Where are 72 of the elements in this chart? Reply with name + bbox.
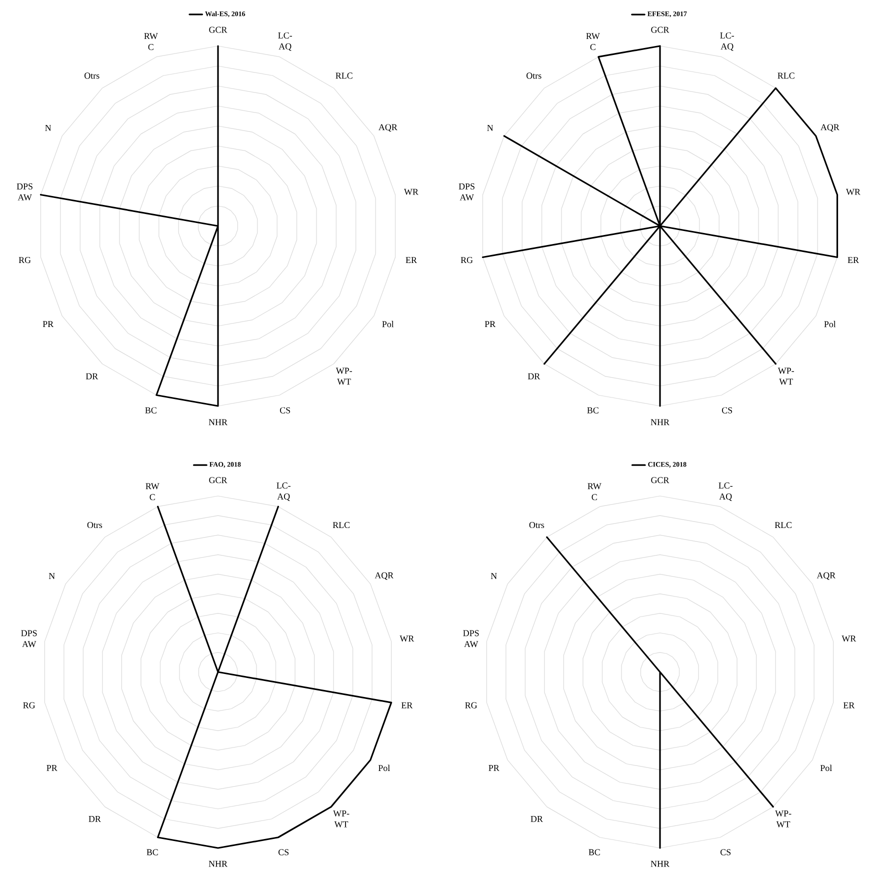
spoke-label: DPS AW: [458, 183, 474, 200]
spoke-label: RW C: [588, 483, 602, 500]
spoke-label: DR: [86, 373, 98, 380]
spoke-label: AQR: [816, 572, 836, 580]
spoke-label: RW C: [144, 33, 158, 50]
spoke-label: Otrs: [526, 72, 542, 79]
spoke-label: GCR: [651, 26, 670, 33]
spoke-label: ER: [401, 702, 413, 708]
spoke-label: RLC: [336, 72, 352, 79]
spoke-label: CS: [720, 849, 731, 856]
spoke-label: ER: [848, 257, 859, 263]
spoke-label: N: [487, 124, 494, 131]
spoke-label: LC-AQ: [276, 482, 291, 501]
spoke-label: Pol: [824, 320, 836, 328]
spoke-label: GCR: [209, 26, 228, 33]
spoke-label: Pol: [820, 764, 832, 772]
spoke-label: BC: [145, 407, 156, 414]
spoke-label: RG: [465, 702, 478, 708]
spoke-label: DPS AW: [463, 630, 479, 648]
spoke-label: DPS AW: [21, 630, 37, 648]
spoke-label: ER: [843, 702, 855, 708]
spoke-label: DR: [88, 816, 101, 822]
spoke-label: WP-WT: [775, 810, 792, 828]
spoke-label: AQR: [820, 124, 840, 132]
spoke-label: GCR: [209, 477, 228, 484]
spoke-label: RW C: [586, 33, 600, 50]
spoke-label: NHR: [650, 419, 670, 426]
spoke-label: N: [48, 573, 55, 580]
spoke-label: WR: [400, 636, 414, 642]
spoke-label: WR: [842, 636, 856, 642]
spoke-label: RG: [18, 257, 31, 264]
spoke-label: PR: [484, 321, 496, 328]
spoke-label: NHR: [208, 860, 228, 867]
spoke-label: PR: [46, 764, 58, 771]
spoke-label: Otrs: [87, 522, 102, 528]
spoke-label: RLC: [332, 522, 350, 528]
spoke-label: Pol: [382, 320, 394, 328]
spoke-label: AQR: [374, 572, 394, 580]
spoke-label: RG: [23, 702, 36, 708]
spoke-label: RW C: [146, 483, 160, 500]
spoke-label: WP-WT: [778, 368, 794, 385]
spoke-label: PR: [488, 764, 500, 771]
spoke-label: DR: [528, 373, 540, 380]
spoke-label: ER: [406, 257, 417, 263]
spoke-label: N: [45, 124, 52, 131]
spoke-label: DR: [530, 816, 543, 822]
spoke-label: WR: [846, 188, 860, 195]
spoke-label: NHR: [208, 419, 228, 426]
spoke-label: CS: [278, 849, 289, 856]
spoke-label: AQR: [378, 124, 398, 132]
spoke-label: WR: [404, 188, 418, 195]
spoke-label: BC: [588, 849, 600, 856]
spoke-label: GCR: [651, 477, 670, 484]
spoke-label: Pol: [378, 764, 390, 772]
spoke-label: N: [490, 573, 497, 580]
spoke-label: DPS AW: [16, 183, 32, 200]
spoke-label: LC-AQ: [278, 32, 292, 51]
spoke-label: Otrs: [529, 522, 544, 528]
spoke-label: WP-WT: [336, 368, 352, 385]
spoke-label: RLC: [774, 522, 792, 528]
spoke-label: RLC: [778, 72, 794, 79]
spoke-label: WP-WT: [333, 810, 350, 828]
spoke-label: CS: [722, 407, 732, 414]
spoke-label: LC-AQ: [720, 32, 734, 51]
spoke-label: BC: [146, 849, 158, 856]
spoke-label: Otrs: [84, 72, 100, 79]
spoke-label: LC-AQ: [718, 482, 733, 501]
spoke-label: PR: [42, 321, 54, 328]
spoke-label: NHR: [650, 860, 670, 867]
spoke-label: BC: [587, 407, 598, 414]
spoke-label: RG: [460, 257, 473, 264]
spoke-label: CS: [280, 407, 290, 414]
